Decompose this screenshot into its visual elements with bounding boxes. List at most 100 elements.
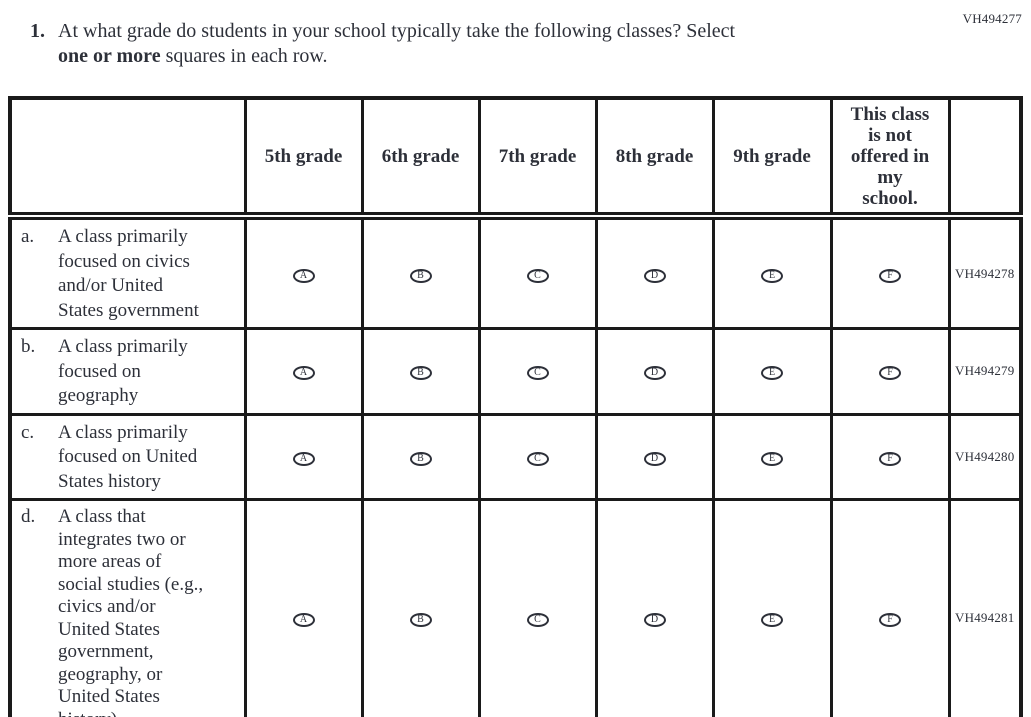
row-d-label-cell: d. A class that integrates two or more a… [8, 498, 247, 717]
option-bubble-a7[interactable]: C [526, 268, 549, 283]
option-bubble-d9[interactable]: E [761, 613, 783, 627]
row-c-code: VH494280 [947, 412, 1023, 501]
row-c-cell-6th: B [360, 412, 481, 501]
option-letter: C [534, 614, 541, 625]
option-letter: E [768, 367, 776, 379]
row-a-cell-6th: B [360, 214, 481, 330]
row-a-code: VH494278 [947, 214, 1023, 330]
option-bubble-b8[interactable]: D [643, 366, 666, 381]
row-b-cell-7th: C [477, 327, 598, 416]
option-bubble-d7[interactable]: C [526, 613, 549, 627]
question-bold-phrase: one or more [58, 45, 161, 67]
table-row-c: c. A class primarily focused on United S… [8, 412, 1023, 501]
row-b-cell-9th: E [711, 327, 833, 416]
option-letter: E [768, 269, 776, 281]
option-bubble-aF[interactable]: F [879, 268, 901, 283]
option-letter: A [299, 269, 308, 281]
header-code-column [947, 96, 1023, 220]
table-row-d: d. A class that integrates two or more a… [8, 498, 1023, 717]
option-letter: C [534, 367, 541, 379]
option-bubble-c9[interactable]: E [761, 451, 783, 466]
header-not-offered: This class is not offered in my school. [829, 96, 951, 220]
option-letter: A [299, 614, 308, 625]
row-d-cell-6th: B [360, 498, 481, 717]
header-9th-grade: 9th grade [711, 96, 833, 220]
option-bubble-d6[interactable]: B [409, 613, 432, 627]
row-c-label: A class primarily focused on United Stat… [58, 421, 198, 492]
row-d-code: VH494281 [947, 498, 1023, 717]
option-bubble-a5[interactable]: A [292, 268, 315, 283]
option-letter: B [417, 367, 424, 379]
row-b-code: VH494279 [947, 327, 1023, 416]
option-bubble-a6[interactable]: B [409, 268, 432, 283]
option-letter: F [887, 614, 893, 625]
option-letter: C [534, 452, 541, 464]
row-d-label: A class that integrates two or more area… [58, 506, 204, 717]
table-row-b: b. A class primarily focused on geograph… [8, 327, 1023, 416]
row-c-cell-5th: A [243, 412, 364, 501]
table-row-a: a. A class primarily focused on civics a… [8, 214, 1023, 330]
option-letter: D [650, 614, 659, 625]
option-letter: A [299, 367, 308, 379]
row-a-label: A class primarily focused on civics and/… [58, 226, 199, 321]
row-c-cell-not-offered: F [829, 412, 951, 501]
option-bubble-dF[interactable]: F [879, 613, 901, 627]
option-bubble-d8[interactable]: D [643, 613, 666, 627]
header-8th-grade: 8th grade [594, 96, 715, 220]
row-b-label-cell: b. A class primarily focused on geograph… [8, 327, 247, 416]
question-block: 1. At what grade do students in your sch… [30, 19, 930, 69]
question-text: At what grade do students in your school… [58, 19, 735, 69]
row-c-letter: c. [21, 421, 35, 443]
option-letter: E [768, 452, 776, 464]
option-bubble-c7[interactable]: C [526, 451, 549, 466]
option-bubble-a8[interactable]: D [643, 268, 666, 283]
header-empty-corner [8, 96, 247, 220]
option-bubble-b6[interactable]: B [409, 366, 432, 381]
row-c-cell-8th: D [594, 412, 715, 501]
row-a-label-cell: a. A class primarily focused on civics a… [8, 214, 247, 330]
header-row: 5th grade 6th grade 7th grade 8th grade … [8, 96, 1023, 220]
row-d-letter: d. [21, 506, 36, 527]
option-letter: C [534, 269, 541, 281]
row-c-cell-7th: C [477, 412, 598, 501]
option-letter: B [417, 452, 424, 464]
option-bubble-d5[interactable]: A [292, 613, 315, 627]
option-bubble-b9[interactable]: E [761, 366, 783, 381]
row-b-cell-5th: A [243, 327, 364, 416]
option-bubble-cF[interactable]: F [879, 451, 901, 466]
option-bubble-b7[interactable]: C [526, 366, 549, 381]
row-d-cell-8th: D [594, 498, 715, 717]
option-bubble-b5[interactable]: A [292, 366, 315, 381]
form-accession-code: VH494277 [962, 11, 1022, 26]
row-b-letter: b. [21, 336, 36, 357]
option-bubble-c6[interactable]: B [409, 451, 432, 466]
option-letter: B [417, 614, 424, 625]
row-c-label-cell: c. A class primarily focused on United S… [8, 412, 247, 501]
row-b-cell-not-offered: F [829, 327, 951, 416]
row-b-label: A class primarily focused on geography [58, 336, 188, 406]
row-d-cell-9th: E [711, 498, 833, 717]
option-letter: D [650, 452, 659, 464]
row-a-cell-9th: E [711, 214, 833, 330]
option-bubble-c8[interactable]: D [643, 451, 666, 466]
option-letter: F [887, 269, 893, 281]
option-bubble-c5[interactable]: A [292, 451, 315, 466]
row-a-cell-8th: D [594, 214, 715, 330]
row-d-cell-5th: A [243, 498, 364, 717]
row-a-letter: a. [21, 226, 35, 247]
question-line1: At what grade do students in your school… [58, 20, 736, 42]
row-a-cell-5th: A [243, 214, 364, 330]
header-5th-grade: 5th grade [243, 96, 364, 220]
option-letter: E [768, 614, 776, 625]
option-bubble-a9[interactable]: E [761, 268, 783, 283]
option-letter: F [887, 452, 893, 464]
row-c-cell-9th: E [711, 412, 833, 501]
option-letter: A [299, 452, 308, 464]
question-line2-rest: squares in each row. [160, 45, 328, 67]
row-d-cell-not-offered: F [829, 498, 951, 717]
option-letter: F [887, 367, 893, 379]
grade-selection-table: 5th grade 6th grade 7th grade 8th grade … [8, 96, 1023, 717]
header-6th-grade: 6th grade [360, 96, 481, 220]
question-number: 1. [30, 20, 45, 42]
option-bubble-bF[interactable]: F [879, 366, 901, 381]
